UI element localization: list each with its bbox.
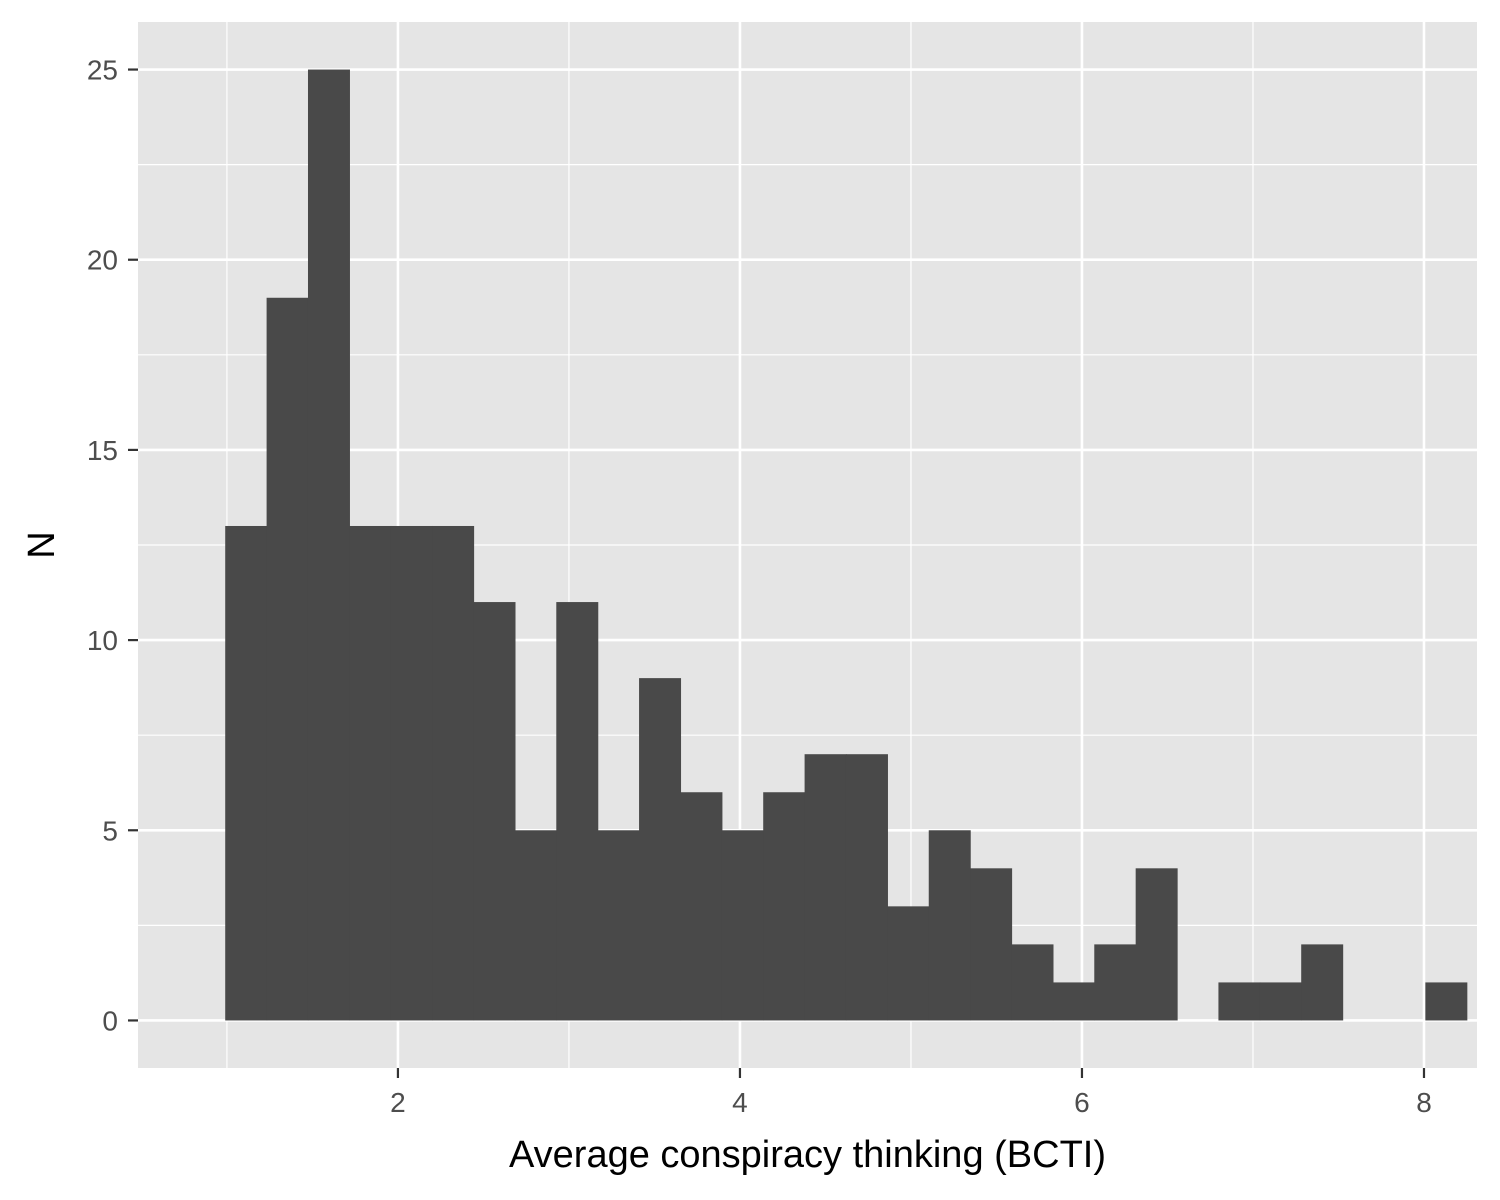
x-axis: 2 4 6 8 (390, 1068, 1432, 1118)
histogram-bar (307, 69, 350, 1021)
histogram-bar (473, 602, 516, 1021)
histogram-bar (1052, 982, 1095, 1021)
y-tick-label: 25 (87, 55, 118, 86)
histogram-bar (225, 525, 268, 1021)
minor-gridlines (138, 22, 1477, 1068)
histogram-bar (514, 830, 557, 1021)
histogram-bar (390, 525, 433, 1021)
y-axis: 0 5 10 15 20 25 (87, 55, 138, 1036)
histogram-bar (639, 678, 682, 1021)
y-tick-label: 5 (102, 815, 118, 846)
x-axis-title: Average conspiracy thinking (BCTI) (509, 1134, 1106, 1176)
y-axis-title: N (21, 531, 63, 558)
x-tick-label: 2 (390, 1087, 406, 1118)
histogram-bar (680, 792, 723, 1021)
histogram-bar (845, 754, 888, 1021)
histogram-bar (1218, 982, 1261, 1021)
y-tick-label: 20 (87, 245, 118, 276)
histogram-bar (1011, 944, 1054, 1021)
histogram-bar (597, 830, 640, 1021)
histogram-bar (1301, 944, 1344, 1021)
histogram-bars (225, 69, 1468, 1021)
histogram-bar (266, 297, 309, 1021)
y-tick-label: 0 (102, 1005, 118, 1036)
histogram-bar (721, 830, 764, 1021)
histogram-bar (887, 906, 930, 1021)
histogram-bar (349, 525, 392, 1021)
histogram-bar (1094, 944, 1137, 1021)
histogram-bar (970, 868, 1013, 1021)
x-tick-label: 6 (1074, 1087, 1090, 1118)
histogram-bar (763, 792, 806, 1021)
histogram-bar (432, 525, 475, 1021)
x-tick-label: 8 (1416, 1087, 1432, 1118)
histogram-bar (928, 830, 971, 1021)
histogram-bar (1259, 982, 1302, 1021)
histogram-bar (1425, 982, 1468, 1021)
histogram-bar (1135, 868, 1178, 1021)
x-tick-label: 4 (732, 1087, 748, 1118)
histogram-bar (804, 754, 847, 1021)
y-tick-label: 15 (87, 435, 118, 466)
y-tick-label: 10 (87, 625, 118, 656)
histogram-bar (556, 602, 599, 1021)
